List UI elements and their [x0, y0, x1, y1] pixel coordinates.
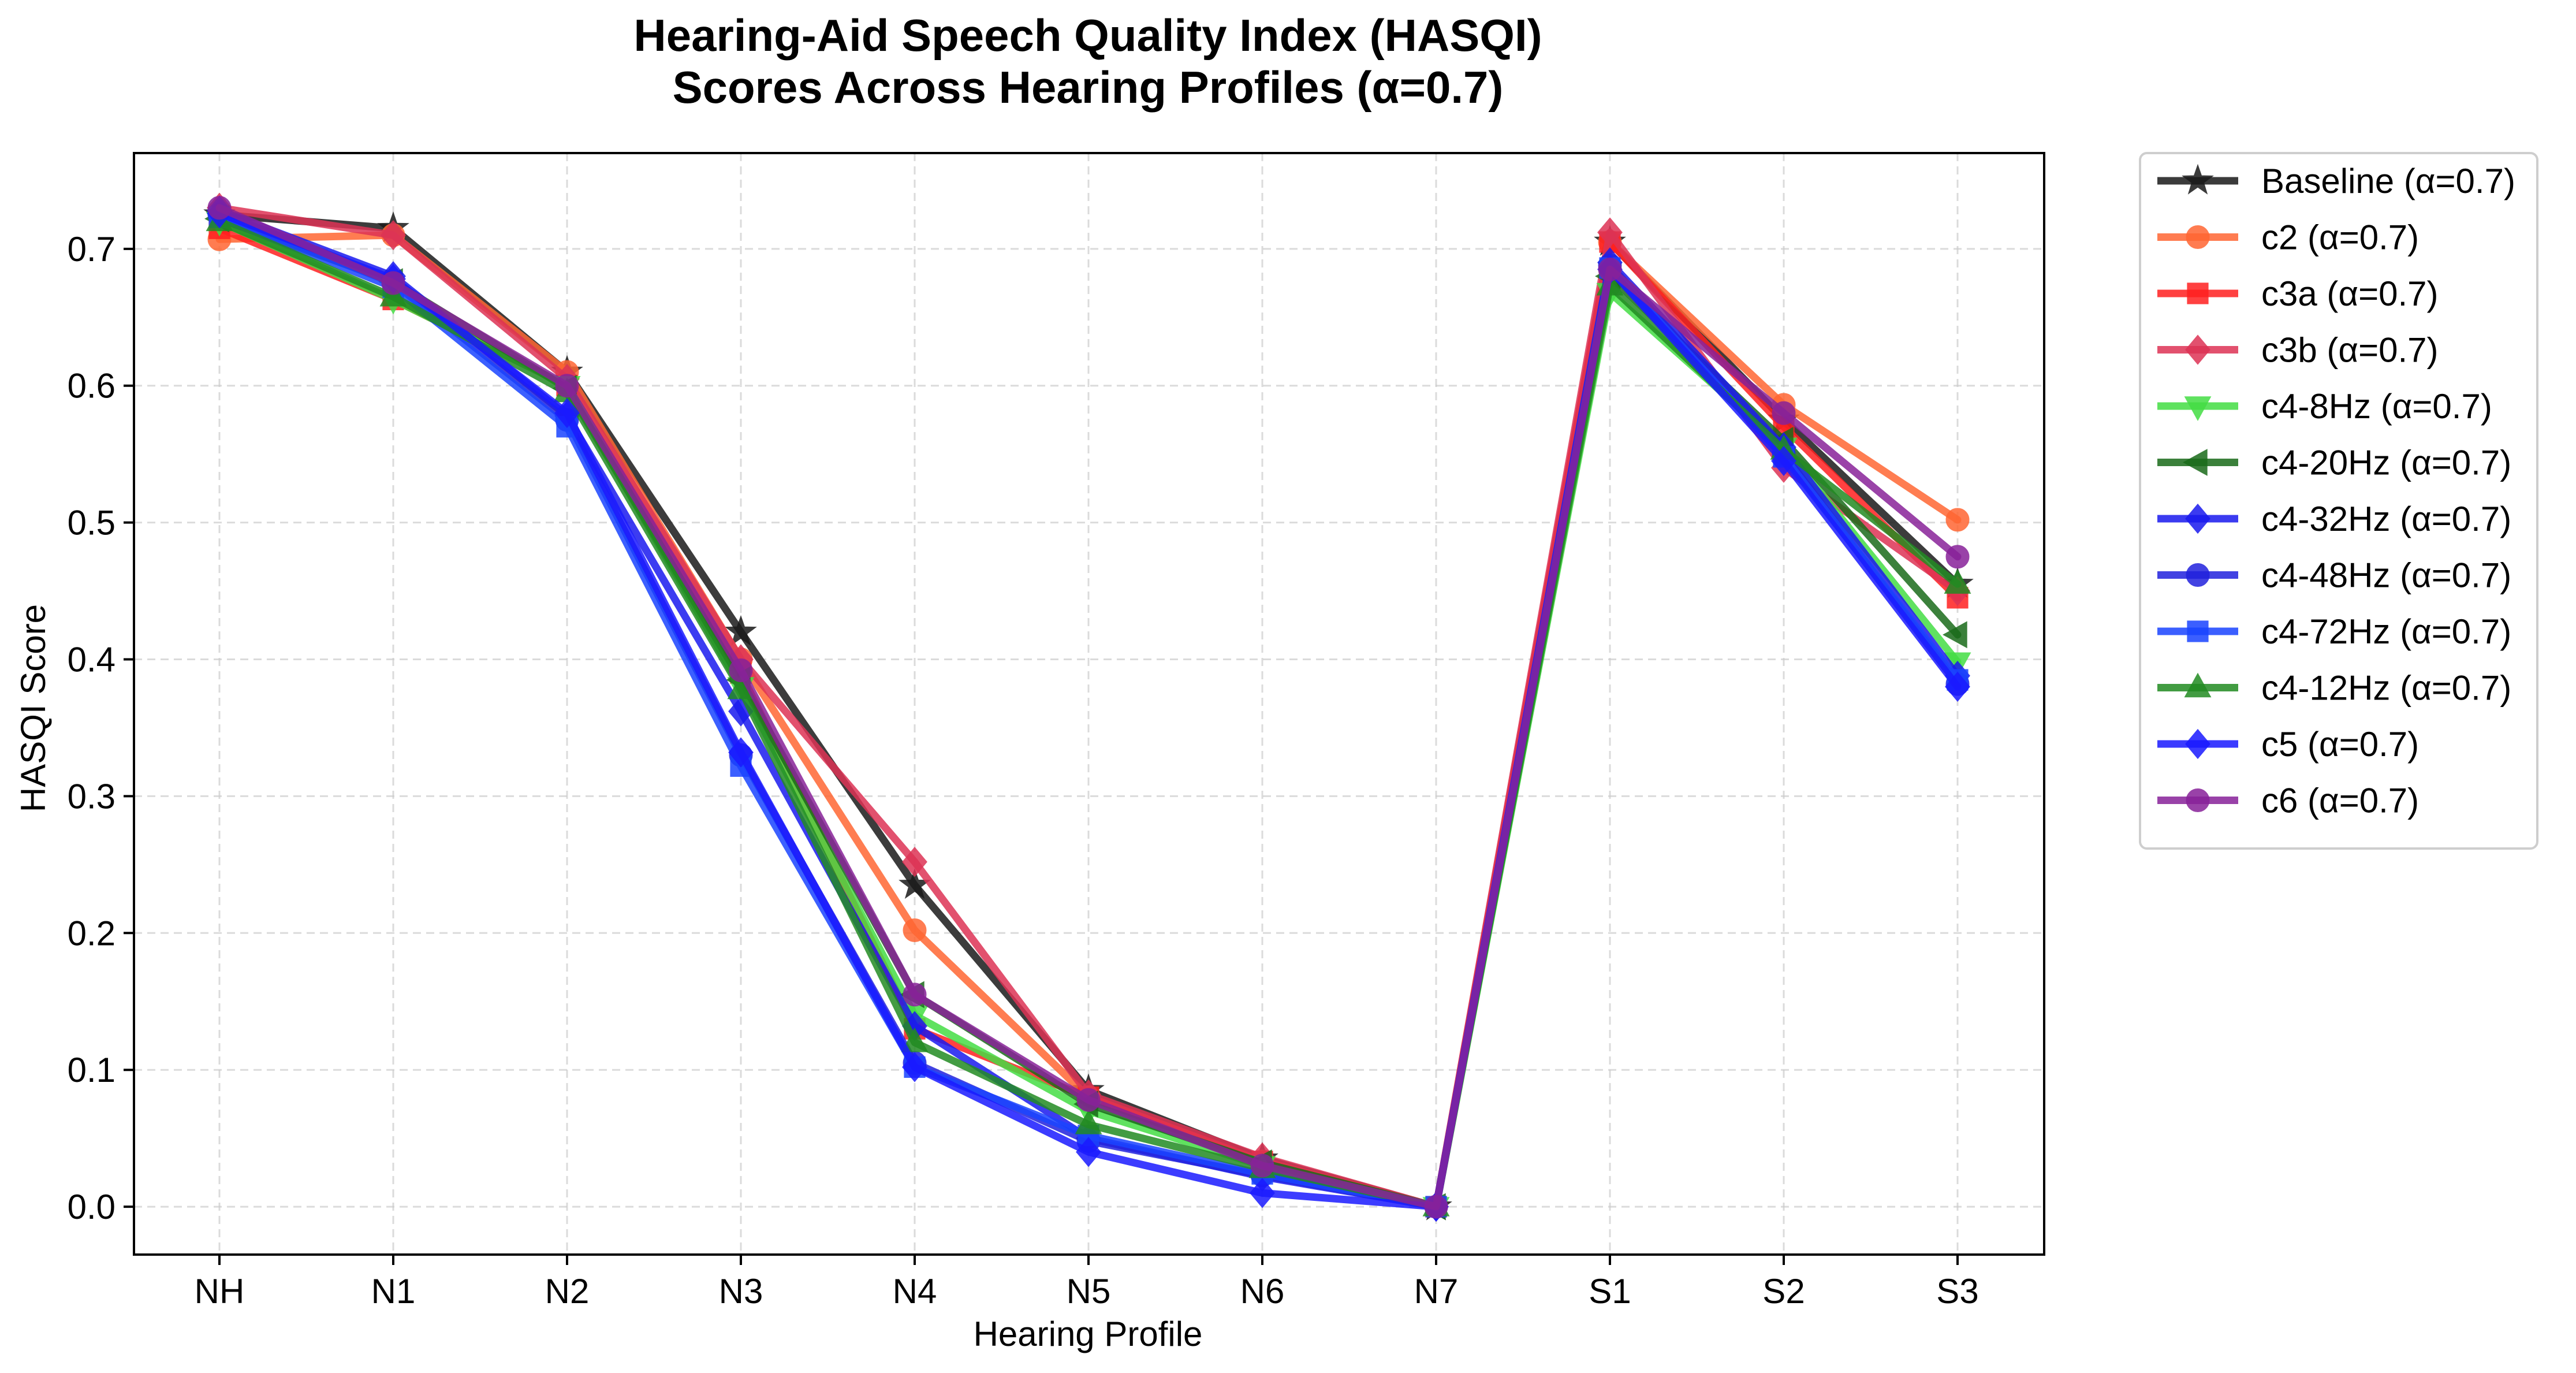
legend-swatch-marker [2183, 449, 2208, 476]
y-axis-label: HASQI Score [14, 604, 53, 812]
legend-swatch-marker [2185, 728, 2210, 760]
y-tick-label: 0.1 [68, 1051, 115, 1089]
plot-frame [133, 152, 2045, 1256]
data-point [1944, 569, 1971, 594]
data-point [902, 1052, 927, 1082]
legend-label: Baseline (α=0.7) [2261, 162, 2515, 200]
legend-item-c4-20hz: c4-20Hz (α=0.7) [2157, 444, 2511, 482]
legend-swatch-marker [2184, 672, 2212, 698]
data-point [901, 1027, 929, 1052]
x-tick-label: N3 [719, 1272, 763, 1311]
x-tick-label: N6 [1240, 1272, 1285, 1311]
data-point [1945, 545, 1970, 569]
legend-swatch-marker [2187, 282, 2209, 304]
legend-item-c4-12hz: c4-12Hz (α=0.7) [2157, 669, 2511, 708]
legend: Baseline (α=0.7) c2 (α=0.7) c3a (α=0.7) c3b… [2139, 152, 2538, 850]
chart-title: Hearing-Aid Speech Quality Index (HASQI) [633, 10, 1542, 61]
x-tick-label: N4 [893, 1272, 937, 1311]
legend-item-baseline: Baseline (α=0.7) [2157, 162, 2515, 200]
data-point [1076, 1088, 1101, 1112]
data-point [1771, 445, 1796, 477]
y-tick-label: 0.0 [68, 1188, 115, 1226]
x-tick-label: N5 [1067, 1272, 1111, 1311]
data-point [1076, 1137, 1101, 1167]
legend-item-c3a: c3a (α=0.7) [2157, 274, 2439, 313]
legend-swatch-marker [2185, 334, 2210, 365]
x-tick-label: S2 [1762, 1272, 1805, 1311]
series-group [203, 192, 1974, 1222]
x-axis-label: Hearing Profile [974, 1315, 1203, 1353]
data-point [1943, 621, 1967, 649]
y-tick-label: 0.2 [68, 914, 115, 952]
data-point [725, 615, 757, 646]
legend-swatch-marker [2182, 163, 2214, 195]
legend-item-c3b: c3b (α=0.7) [2157, 331, 2439, 370]
axes: NH N1 N2 N3 N4 N5 N6 N7 S1 S2 S3 0.0 0.1 0.2 0.3 0.4 0.5… [68, 152, 2045, 1311]
legend-label: c4-72Hz (α=0.7) [2261, 612, 2511, 651]
data-point [381, 271, 405, 295]
data-point [1075, 1110, 1102, 1134]
legend-label: c3a (α=0.7) [2261, 274, 2439, 313]
series-c6 [207, 196, 1970, 1219]
data-point [728, 737, 754, 768]
legend-item-c4-32hz: c4-32Hz (α=0.7) [2157, 500, 2511, 538]
legend-label: c4-12Hz (α=0.7) [2261, 669, 2511, 708]
legend-label: c5 (α=0.7) [2261, 725, 2419, 764]
data-point [381, 220, 406, 251]
data-point [903, 918, 927, 943]
legend-label: c4-48Hz (α=0.7) [2261, 556, 2511, 595]
x-tick-label: S1 [1589, 1272, 1631, 1311]
legend-swatch-marker [2184, 396, 2212, 421]
legend-item-c4-48hz: c4-48Hz (α=0.7) [2157, 556, 2511, 595]
data-point [902, 847, 927, 877]
data-point [554, 398, 580, 429]
data-point [555, 374, 579, 398]
data-point [1250, 1154, 1274, 1178]
y-tick-label: 0.7 [68, 230, 115, 269]
legend-label: c4-20Hz (α=0.7) [2261, 444, 2511, 482]
y-tick-label: 0.6 [68, 367, 115, 405]
legend-swatch-marker [2186, 563, 2210, 587]
data-point [729, 658, 753, 682]
legend-label: c2 (α=0.7) [2261, 218, 2419, 257]
legend-label: c4-8Hz (α=0.7) [2261, 387, 2492, 426]
data-point [1772, 401, 1796, 425]
legend-swatch-marker [2185, 503, 2210, 534]
y-tick-label: 0.3 [68, 777, 115, 816]
data-point [207, 196, 232, 220]
legend-item-c4-72hz: c4-72Hz (α=0.7) [2157, 612, 2511, 651]
legend-label: c3b (α=0.7) [2261, 331, 2439, 370]
legend-item-c5: c5 (α=0.7) [2157, 725, 2419, 764]
x-tick-label: N1 [371, 1272, 416, 1311]
data-point [1598, 257, 1622, 281]
x-tick-label: N7 [1414, 1272, 1459, 1311]
legend-item-c6: c6 (α=0.7) [2157, 782, 2419, 820]
legend-label: c6 (α=0.7) [2261, 782, 2419, 820]
data-point [1945, 508, 1970, 532]
data-point [1250, 1178, 1275, 1208]
data-point [1424, 1195, 1448, 1219]
chart-subtitle: Scores Across Hearing Profiles (α=0.7) [673, 62, 1504, 113]
data-point [1945, 671, 1970, 702]
legend-item-c4-8hz: c4-8Hz (α=0.7) [2157, 387, 2492, 426]
data-point [1597, 217, 1623, 248]
legend-swatch-marker [2186, 788, 2210, 812]
y-tick-label: 0.5 [68, 504, 115, 542]
legend-swatch-marker [2187, 620, 2209, 642]
y-tick-label: 0.4 [68, 641, 115, 679]
x-tick-label: S3 [1936, 1272, 1978, 1311]
legend-box [2139, 152, 2538, 850]
x-tick-label: NH [195, 1272, 245, 1311]
legend-label: c4-32Hz (α=0.7) [2261, 500, 2511, 538]
data-point [903, 983, 927, 1007]
legend-item-c2: c2 (α=0.7) [2157, 218, 2419, 257]
x-tick-label: N2 [545, 1272, 590, 1311]
legend-swatch-marker [2186, 225, 2210, 249]
